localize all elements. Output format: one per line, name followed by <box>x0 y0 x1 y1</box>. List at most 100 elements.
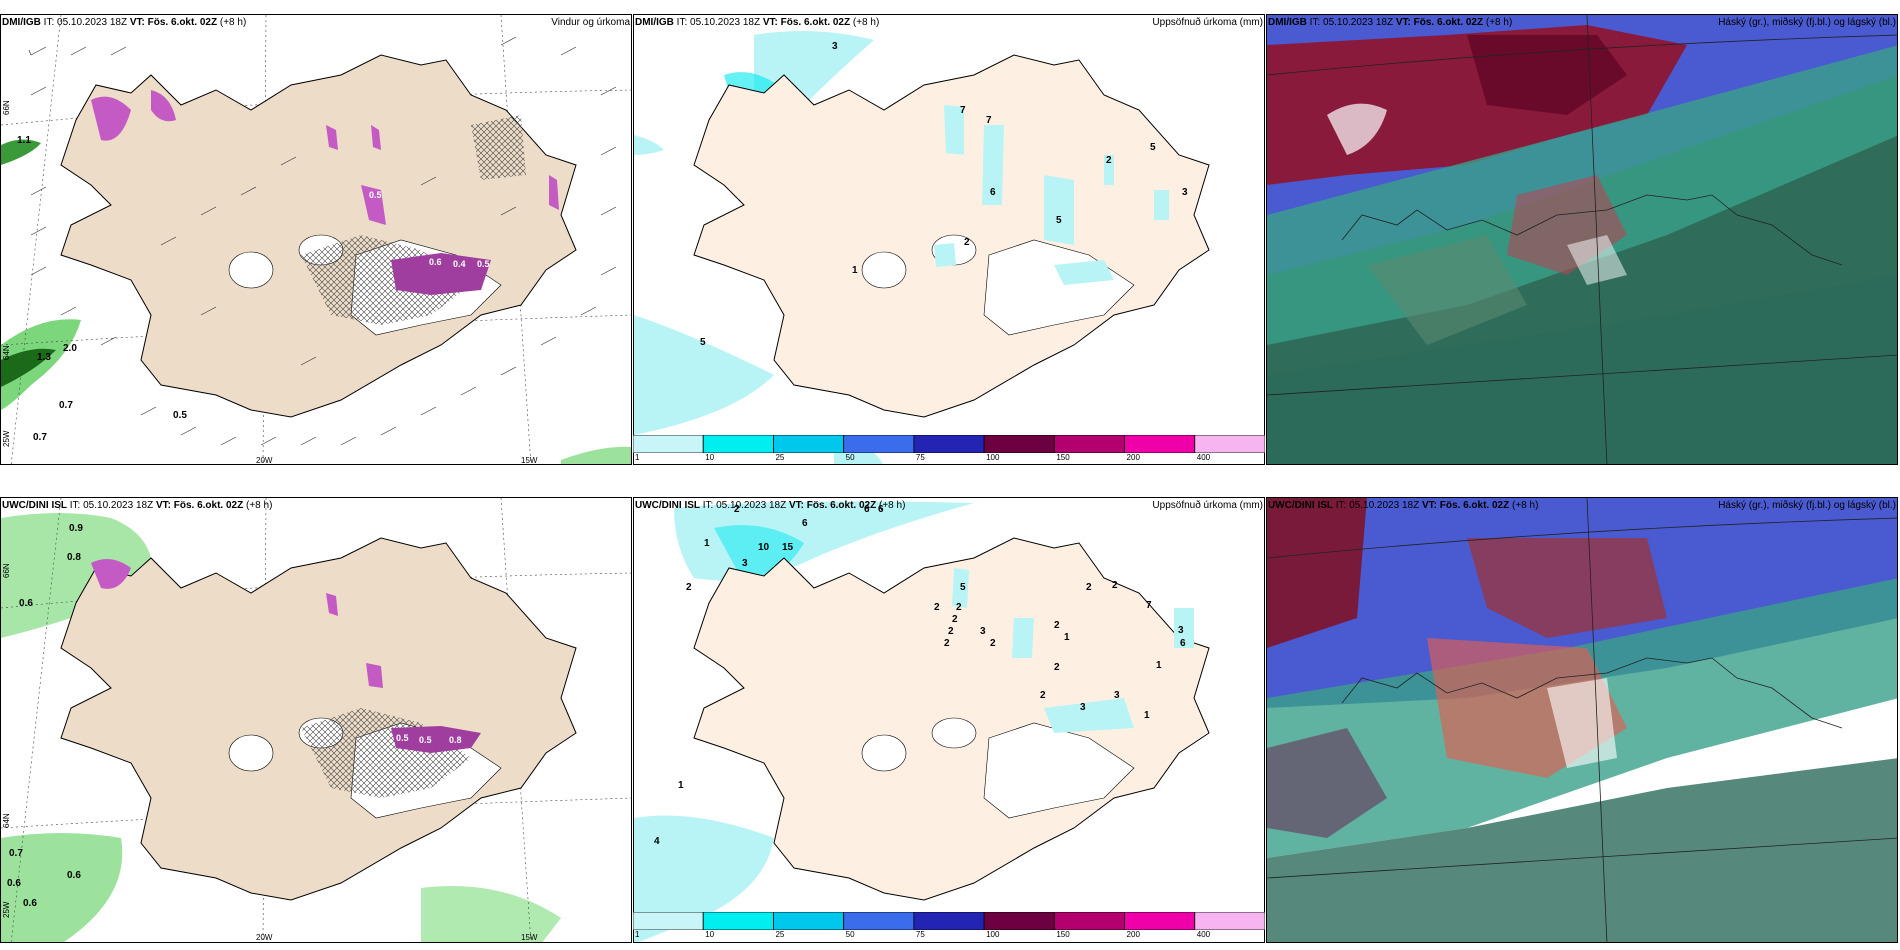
value-label: 0.6 <box>429 257 442 267</box>
init-time: IT: 05.10.2023 18Z <box>1335 500 1420 511</box>
value-label: 0.6 <box>7 878 21 889</box>
colorbar-tick: 150 <box>1056 930 1070 939</box>
model-name: DMI/IGB <box>1268 17 1307 28</box>
value-label: 6 <box>802 518 808 529</box>
panel-header: DMI/IGB IT: 05.10.2023 18Z VT: Fös. 6.ok… <box>1266 14 1898 32</box>
value-label: 2 <box>734 504 740 515</box>
map-panel-wind-precip-dmi[interactable]: 1.1 1.3 2.0 0.7 0.7 0.5 0.5 0.6 0.4 0.5 … <box>0 14 632 465</box>
value-label: 6 <box>990 187 996 198</box>
colorbar-ticks: 1 10 25 50 75 100 150 200 400 <box>633 930 1265 942</box>
colorbar-swatch <box>913 435 985 453</box>
colorbar-precip <box>633 912 1265 930</box>
panel-header: UWC/DINI ISL IT: 05.10.2023 18Z VT: Fös.… <box>633 497 1265 515</box>
value-label: 1 <box>678 780 684 791</box>
lead-time: (+8 h) <box>852 17 880 28</box>
colorbar-swatch <box>773 435 845 453</box>
value-label: 0.5 <box>396 733 409 743</box>
panel-header: DMI/IGB IT: 05.10.2023 18Z VT: Fös. 6.ok… <box>0 14 632 32</box>
colorbar-swatch <box>702 912 774 930</box>
lat-label: 64N <box>2 813 11 828</box>
model-name: UWC/DINI ISL <box>1268 500 1333 511</box>
precip-area-se <box>561 446 631 464</box>
colorbar-swatch <box>1194 435 1265 453</box>
value-label: 0.7 <box>33 432 47 443</box>
colorbar-swatch <box>702 435 774 453</box>
value-label: 15 <box>782 542 794 553</box>
colorbar-tick: 1 <box>635 453 640 462</box>
colorbar-tick: 10 <box>705 453 715 462</box>
hatched-region-ne <box>471 115 526 180</box>
colorbar-swatch <box>633 912 704 930</box>
value-label: 2 <box>956 602 962 613</box>
colorbar-swatch <box>1124 912 1196 930</box>
panel-title: Vindur og úrkoma <box>551 17 630 28</box>
value-label: 0.5 <box>419 735 432 745</box>
init-time: IT: 05.10.2023 18Z <box>1309 17 1394 28</box>
colorbar-swatch <box>983 912 1055 930</box>
map-panel-wind-precip-uwc[interactable]: 0.9 0.8 0.6 0.7 0.6 0.6 0.6 0.5 0.5 0.8 … <box>0 497 632 943</box>
lon-label: 25W <box>2 901 11 918</box>
value-label: 2 <box>934 602 940 613</box>
value-label: 0.6 <box>67 870 81 881</box>
lead-time: (+8 h) <box>219 17 247 28</box>
panel-header: DMI/IGB IT: 05.10.2023 18Z VT: Fös. 6.ok… <box>633 14 1265 32</box>
value-label: 7 <box>1146 600 1152 611</box>
value-label: 6 <box>1180 638 1186 649</box>
colorbar-tick: 50 <box>845 930 855 939</box>
value-label: 0.8 <box>449 735 462 745</box>
map-panel-accum-precip-dmi[interactable]: 3 7 7 6 5 2 5 3 2 1 5 <box>633 14 1265 465</box>
precip-magenta-south <box>391 253 491 295</box>
colorbar-swatch <box>1053 435 1125 453</box>
colorbar-swatches <box>633 912 1265 930</box>
value-label: 1.3 <box>37 352 51 363</box>
value-label: 1.1 <box>17 135 31 146</box>
lat-label: 66N <box>2 100 11 115</box>
colorbar-swatch <box>1053 912 1125 930</box>
map-panel-clouds-dmi[interactable] <box>1266 14 1898 465</box>
colorbar-swatch <box>633 435 704 453</box>
map-panel-clouds-uwc[interactable] <box>1266 497 1898 943</box>
value-label: 2 <box>1112 580 1118 591</box>
value-label: 2 <box>1040 690 1046 701</box>
map-accum-precip: 3 7 7 6 5 2 5 3 2 1 5 <box>634 31 1210 464</box>
init-time: IT: 05.10.2023 18Z <box>69 500 154 511</box>
value-label: 5 <box>1150 142 1156 153</box>
value-label: 6 <box>864 504 870 515</box>
value-label: 5 <box>700 337 706 348</box>
map-wind-precip: 1.1 1.3 2.0 0.7 0.7 0.5 0.5 0.6 0.4 0.5 … <box>1 15 631 465</box>
value-label: 2 <box>964 237 970 248</box>
value-label: 2 <box>952 614 958 625</box>
value-label: 5 <box>960 582 966 593</box>
colorbar-tick: 100 <box>986 930 1000 939</box>
lat-label: 66N <box>2 563 11 578</box>
value-label: 3 <box>742 558 748 569</box>
map-clouds <box>1267 15 1897 464</box>
lead-time: (+8 h) <box>1485 17 1513 28</box>
init-time: IT: 05.10.2023 18Z <box>702 500 787 511</box>
lon-label: 15W <box>521 456 538 465</box>
valid-time: VT: Fös. 6.okt. 02Z <box>788 500 877 511</box>
precip-area-sw <box>1 833 123 942</box>
lat-label: 64N <box>2 345 11 360</box>
colorbar-swatch <box>913 912 985 930</box>
valid-time: VT: Fös. 6.okt. 02Z <box>762 17 851 28</box>
map-clouds <box>1267 498 1897 942</box>
init-time: IT: 05.10.2023 18Z <box>43 17 128 28</box>
colorbar-tick: 75 <box>915 930 925 939</box>
value-label: 7 <box>986 115 992 126</box>
valid-time: VT: Fös. 6.okt. 02Z <box>1395 17 1484 28</box>
map-panel-accum-precip-uwc[interactable]: 2 6 6 6 1 10 15 2 3 5 2 2 2 3 2 2 2 2 2 … <box>633 497 1265 943</box>
precip-inland <box>934 105 1169 285</box>
value-label: 2 <box>686 582 692 593</box>
model-name: DMI/IGB <box>2 17 41 28</box>
colorbar-ticks: 1 10 25 50 75 100 150 200 400 <box>633 453 1265 465</box>
value-label: 10 <box>758 542 770 553</box>
colorbar-tick: 150 <box>1056 453 1070 462</box>
value-label: 0.5 <box>173 410 187 421</box>
colorbar-tick: 25 <box>775 453 785 462</box>
map-wind-precip: 0.9 0.8 0.6 0.7 0.6 0.6 0.6 0.5 0.5 0.8 … <box>1 498 631 942</box>
lon-label: 15W <box>521 933 538 942</box>
value-label: 3 <box>1114 690 1120 701</box>
value-label: 3 <box>980 626 986 637</box>
colorbar-tick: 75 <box>915 453 925 462</box>
